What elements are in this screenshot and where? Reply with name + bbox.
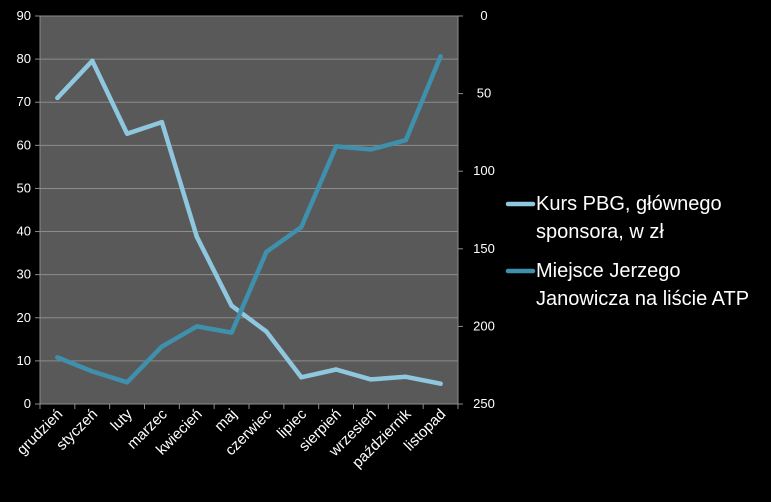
legend: Kurs PBG, głównego sponsora, w zł Miejsce … [505, 193, 749, 310]
data-point [159, 119, 165, 125]
right-y-axis: 0 50 100 150 200 250 [457, 8, 495, 411]
data-point [438, 54, 443, 59]
data-point [229, 330, 234, 335]
left-tick-label: 30 [17, 267, 31, 282]
left-y-axis: 0 10 20 30 40 50 60 70 80 90 [17, 8, 41, 411]
data-point [90, 369, 95, 374]
series-line-2 [55, 54, 443, 385]
data-point [299, 224, 304, 230]
right-tick-label: 250 [473, 396, 495, 411]
data-point [403, 137, 408, 143]
right-tick-label: 100 [473, 163, 495, 178]
data-point [333, 144, 339, 149]
legend-label: sponsora, w zł [536, 221, 664, 243]
right-tick-label: 50 [477, 86, 491, 101]
plot-area [40, 16, 458, 404]
data-point [368, 377, 374, 382]
data-point [194, 324, 199, 329]
data-point [229, 303, 234, 308]
data-point [438, 381, 443, 386]
data-point [55, 355, 60, 360]
left-tick-label: 60 [17, 137, 31, 152]
data-point [90, 58, 95, 64]
left-tick-label: 50 [17, 180, 31, 195]
data-point [333, 367, 339, 372]
data-point [264, 329, 269, 334]
data-point [159, 344, 165, 349]
data-point [55, 95, 60, 101]
right-tick-label: 200 [473, 318, 495, 333]
data-point [124, 131, 130, 136]
legend-label: Miejsce Jerzego [536, 260, 681, 282]
left-tick-label: 10 [17, 353, 31, 368]
right-tick-label: 150 [473, 241, 495, 256]
data-point [403, 374, 408, 380]
left-tick-label: 80 [17, 51, 31, 66]
data-point [368, 147, 374, 152]
series-lines [55, 54, 443, 386]
left-tick-label: 90 [17, 8, 31, 23]
data-point [264, 249, 269, 255]
data-point [194, 234, 199, 239]
legend-label: Janowicza na liście ATP [536, 288, 749, 310]
right-tick-label: 0 [480, 8, 487, 23]
series-line-1 [55, 58, 443, 386]
left-tick-label: 20 [17, 310, 31, 325]
left-tick-label: 40 [17, 224, 31, 239]
legend-label: Kurs PBG, głównego [536, 193, 722, 215]
left-tick-label: 0 [24, 396, 31, 411]
data-point [299, 375, 304, 380]
left-tick-label: 70 [17, 94, 31, 109]
data-point [124, 380, 130, 385]
